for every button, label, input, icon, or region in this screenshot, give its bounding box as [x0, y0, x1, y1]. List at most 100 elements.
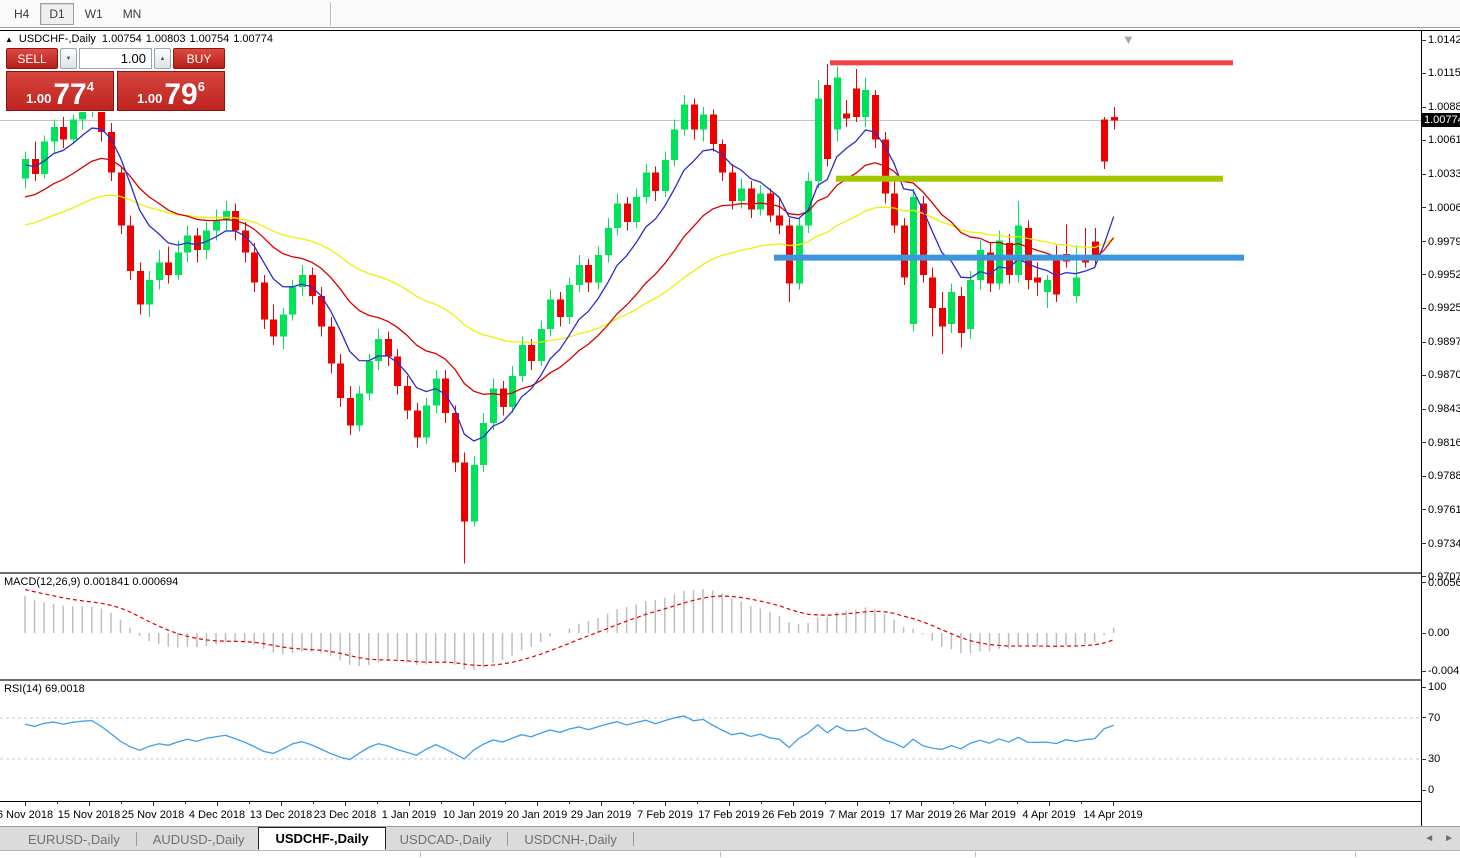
timeframe-tab-d1[interactable]: D1: [40, 2, 74, 25]
price-axis-tick: [1422, 139, 1426, 141]
price-axis-label: 0.98975: [1428, 336, 1460, 349]
price-axis-tick: [1422, 543, 1426, 545]
price-axis-label: 1.00880: [1428, 101, 1460, 114]
price-axis-tick: [1422, 576, 1426, 578]
sell-button[interactable]: SELL: [6, 48, 58, 69]
date-axis-tick: [409, 802, 410, 806]
sell-price-box[interactable]: 1.00 77 4: [6, 71, 114, 111]
chart-tab-usdchf[interactable]: USDCHF-,Daily: [258, 827, 386, 850]
date-axis[interactable]: 6 Nov 2018 15 Nov 2018 25 Nov 2018 4 Dec 20…: [0, 801, 1421, 827]
toolbar-divider: [330, 2, 332, 26]
date-axis-minor-tick: [121, 802, 122, 804]
price-axis-tick: [1422, 509, 1426, 511]
date-axis-tick: [25, 802, 26, 806]
date-axis-minor-tick: [313, 802, 314, 804]
tab-scroll-right-icon[interactable]: ►: [1444, 833, 1454, 844]
collapse-panel-icon[interactable]: ▲: [5, 34, 13, 44]
date-axis-tick: [1113, 802, 1114, 806]
timeframe-tab-h4[interactable]: H4: [14, 6, 30, 21]
date-axis-tick: [665, 802, 666, 806]
sell-price-pip: 4: [86, 79, 94, 94]
price-axis-label: 1.01425: [1428, 34, 1460, 46]
pane-separator[interactable]: [0, 572, 1421, 575]
volume-decrease-button[interactable]: ▼: [60, 48, 77, 69]
date-axis-minor-tick: [441, 802, 442, 804]
date-axis-label: 13 Dec 2018: [249, 809, 313, 821]
rsi-chart: [0, 715, 1421, 761]
tab-separator: [507, 832, 509, 846]
rsi-axis-label: 30: [1428, 753, 1441, 766]
date-axis-minor-tick: [185, 802, 186, 804]
spinner-down-icon: ▼: [65, 55, 72, 62]
spinner-up-icon: ▲: [159, 55, 166, 62]
candlestick-chart[interactable]: [0, 31, 1421, 572]
macd-axis-tick: [1422, 670, 1426, 672]
date-axis-label: 10 Jan 2019: [442, 809, 504, 821]
price-axis-tick: [1422, 307, 1426, 309]
date-axis-tick: [537, 802, 538, 806]
price-axis-tick: [1422, 207, 1426, 209]
macd-chart: [24, 588, 1115, 670]
current-price-badge: 1.00774: [1422, 113, 1460, 128]
date-axis-minor-tick: [633, 802, 634, 804]
buy-price-big: 79: [164, 77, 198, 111]
buy-price-prefix: 1.00: [137, 91, 163, 106]
chart-tab-usdcnh[interactable]: USDCNH-,Daily: [524, 832, 617, 847]
date-axis-minor-tick: [825, 802, 826, 804]
buy-price-box[interactable]: 1.00 79 6: [117, 71, 225, 111]
chart-ohlc-header: ▲ USDCHF-,Daily 1.00754 1.00803 1.00754 …: [5, 33, 273, 45]
date-axis-minor-tick: [761, 802, 762, 804]
macd-axis-tick: [1422, 632, 1426, 634]
date-axis-minor-tick: [505, 802, 506, 804]
macd-indicator-pane[interactable]: MACD(12,26,9) 0.001841 0.000694: [0, 574, 1421, 679]
date-axis-label: 29 Jan 2019: [570, 809, 632, 821]
period-toolbar: H4 D1 W1 MN: [0, 0, 1460, 28]
macd-label: MACD(12,26,9) 0.001841 0.000694: [4, 576, 179, 588]
volume-input[interactable]: [79, 48, 152, 69]
sell-price-big: 77: [53, 77, 87, 111]
date-axis-label: 1 Jan 2019: [381, 809, 437, 821]
date-axis-label: 26 Mar 2019: [954, 809, 1016, 821]
price-axis-label: 1.00065: [1428, 201, 1460, 214]
status-strip: [0, 850, 1460, 858]
date-axis-minor-tick: [249, 802, 250, 804]
date-axis-minor-tick: [1017, 802, 1018, 804]
chart-tab-eurusd[interactable]: EURUSD-,Daily: [28, 832, 120, 847]
date-axis-label: 7 Feb 2019: [637, 809, 693, 821]
tab-scroll-left-icon[interactable]: ◄: [1424, 833, 1435, 844]
price-axis-tick: [1422, 39, 1426, 41]
price-axis-label: 1.01155: [1428, 67, 1460, 80]
price-chart-pane[interactable]: ▲ USDCHF-,Daily 1.00754 1.00803 1.00754 …: [0, 31, 1421, 572]
date-axis-minor-tick: [953, 802, 954, 804]
date-axis-tick: [857, 802, 858, 806]
price-axis-label: 0.97615: [1428, 503, 1460, 516]
rsi-indicator-pane[interactable]: RSI(14) 69.0018: [0, 681, 1421, 800]
date-axis-label: 20 Jan 2019: [506, 809, 568, 821]
price-axis-tick: [1422, 72, 1426, 74]
pane-separator[interactable]: [0, 679, 1421, 682]
date-axis-tick: [345, 802, 346, 806]
chart-tabs: EURUSD-,Daily AUDUSD-,Daily USDCHF-,Daily U…: [0, 827, 1460, 850]
price-axis-label: 0.97885: [1428, 470, 1460, 483]
chart-tab-usdcad[interactable]: USDCAD-,Daily: [399, 832, 492, 847]
ohlc-high: 1.00803: [145, 33, 186, 45]
timeframe-tab-mn[interactable]: MN: [122, 6, 142, 21]
volume-increase-button[interactable]: ▲: [154, 48, 171, 69]
price-axis-tick: [1422, 274, 1426, 276]
date-axis-minor-tick: [569, 802, 570, 804]
timeframe-tabs: H4 D1 W1 MN: [4, 2, 151, 25]
buy-button[interactable]: BUY: [173, 48, 225, 69]
price-axis[interactable]: 1.01425 1.01155 1.00880 1.00610 1.00335 1.000…: [1421, 31, 1460, 826]
date-axis-tick: [985, 802, 986, 806]
chart-tab-audusd[interactable]: AUDUSD-,Daily: [152, 832, 245, 847]
chart-window: ▲ USDCHF-,Daily 1.00754 1.00803 1.00754 …: [0, 30, 1460, 827]
timeframe-tab-w1[interactable]: W1: [84, 6, 103, 21]
date-axis-minor-tick: [697, 802, 698, 804]
date-axis-minor-tick: [377, 802, 378, 804]
price-axis-tick: [1422, 341, 1426, 343]
price-axis-label: 0.98705: [1428, 369, 1460, 382]
rsi-axis-label: 100: [1428, 681, 1447, 693]
date-axis-label: 4 Apr 2019: [1022, 809, 1076, 821]
